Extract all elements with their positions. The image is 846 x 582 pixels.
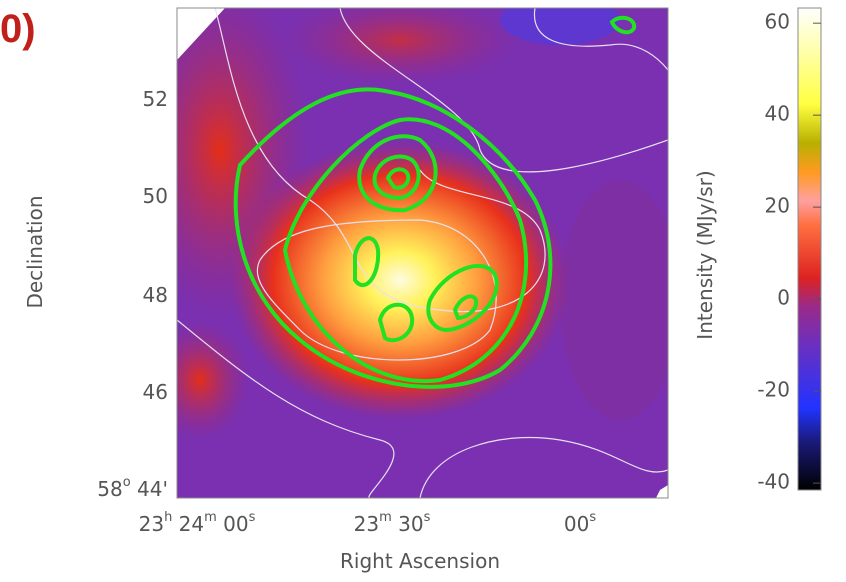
x-axis-label: Right Ascension	[340, 549, 500, 573]
tick-value: 30	[392, 512, 424, 536]
tick-label: 48	[143, 283, 168, 307]
colorbar-tick-label: 60	[765, 10, 790, 34]
tick-unit: o	[123, 475, 131, 490]
tick-label: 00s	[564, 510, 596, 536]
tick-unit: m	[379, 510, 392, 525]
colorbar-tick-label: -40	[757, 470, 790, 494]
colorbar	[797, 7, 822, 491]
colorbar-tick-label: 0	[777, 286, 790, 310]
tick-label: 46	[143, 380, 168, 404]
tick-value: 23	[354, 512, 379, 536]
tick-unit: s	[424, 510, 431, 525]
tick-value: 52	[143, 87, 168, 111]
tick-unit: h	[164, 510, 172, 525]
colorbar-tick-label: 40	[765, 102, 790, 126]
panel-label: 0)	[0, 7, 36, 51]
tick-value: 50	[143, 184, 168, 208]
tick-value: 24	[172, 512, 204, 536]
tick-label: 50	[143, 184, 168, 208]
tick-label: 52	[143, 87, 168, 111]
tick-unit: s	[589, 510, 596, 525]
tick-value: 23	[139, 512, 164, 536]
colorbar-tick-label: 20	[765, 194, 790, 218]
intensity-map	[177, 8, 668, 498]
colorbar-label: Intensity (MJy/sr)	[693, 170, 717, 339]
tick-value: 00	[564, 512, 589, 536]
tick-value: 00	[217, 512, 249, 536]
tick-unit: s	[249, 510, 256, 525]
colorbar-tick-label: -20	[757, 378, 790, 402]
tick-value: 44'	[131, 477, 168, 501]
tick-unit: m	[204, 510, 217, 525]
tick-value: 46	[143, 380, 168, 404]
tick-label: 23m 30s	[354, 510, 431, 536]
tick-value: 48	[143, 283, 168, 307]
tick-label: 58o 44'	[97, 475, 168, 501]
map-frame	[176, 7, 669, 499]
tick-label: 23h 24m 00s	[139, 510, 256, 536]
y-axis-label: Declination	[23, 195, 47, 308]
tick-value: 58	[97, 477, 122, 501]
